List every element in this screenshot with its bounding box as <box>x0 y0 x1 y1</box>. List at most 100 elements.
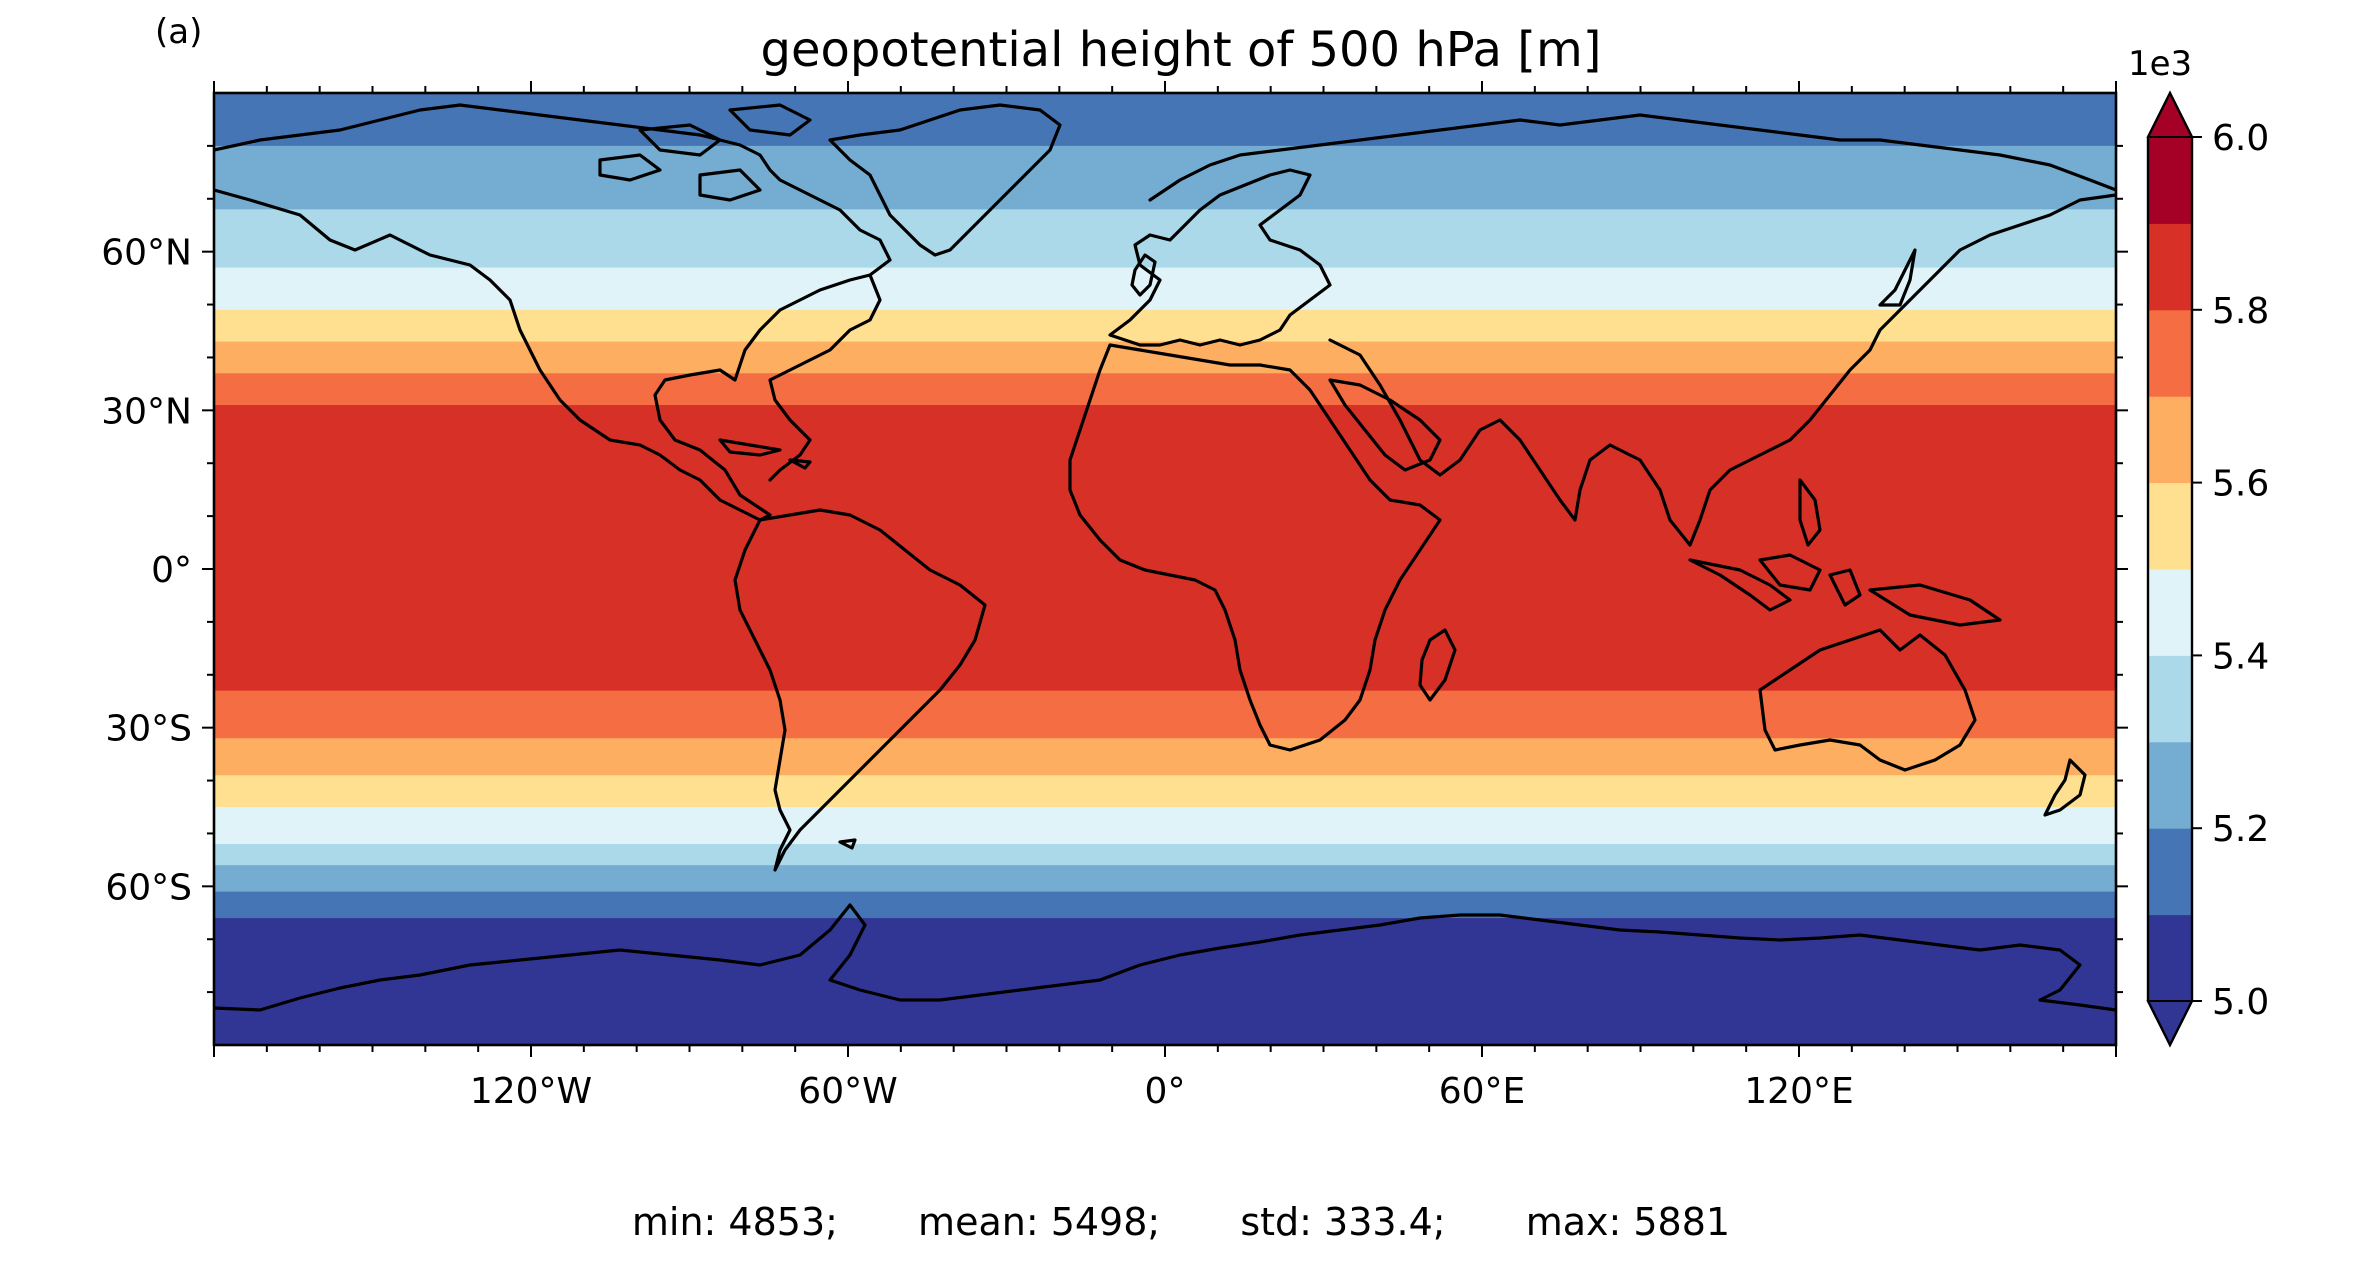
lat-tick-label: 30°N <box>101 391 192 432</box>
coast-asia <box>1328 193 2116 547</box>
lon-tick-label: 120°E <box>1744 1071 1853 1112</box>
height-field <box>214 93 2116 1045</box>
field-band <box>214 558 2116 565</box>
field-band <box>214 304 2116 311</box>
field-band <box>214 167 2116 173</box>
field-band <box>214 140 2116 147</box>
field-band <box>214 114 2116 121</box>
coast-eurasia-north <box>1148 113 2116 202</box>
field-band <box>214 812 2116 819</box>
field-band <box>214 389 2116 396</box>
field-band <box>214 743 2116 750</box>
field-band <box>214 357 2116 364</box>
field-band <box>214 1034 2116 1041</box>
field-band <box>214 547 2116 554</box>
field-band <box>214 405 2116 411</box>
field-band <box>214 701 2116 708</box>
field-band <box>214 680 2116 686</box>
field-band <box>214 457 2116 464</box>
field-band <box>214 505 2116 512</box>
field-band <box>214 584 2116 591</box>
field-band <box>214 373 2116 380</box>
field-band <box>214 865 2116 872</box>
field-band <box>214 1002 2116 1009</box>
field-band <box>214 838 2116 845</box>
field-band <box>214 479 2116 485</box>
field-band <box>214 844 2116 850</box>
field-band <box>214 309 2116 316</box>
stats-line: min: 4853; mean: 5498; std: 333.4; max: … <box>0 1200 2362 1244</box>
field-band <box>214 394 2116 401</box>
lon-tick-label: 60°E <box>1439 1071 1526 1112</box>
field-band <box>214 563 2116 570</box>
field-band <box>214 695 2116 702</box>
field-band <box>214 939 2116 946</box>
field-band <box>214 949 2116 956</box>
field-band <box>214 992 2116 998</box>
field-band <box>214 854 2116 861</box>
field-band <box>214 754 2116 760</box>
coastlines <box>214 103 2116 1012</box>
field-band <box>214 315 2116 322</box>
field-band <box>214 891 2116 898</box>
field-band <box>214 727 2116 734</box>
colorbar-segment <box>2148 223 2192 311</box>
field-band <box>214 241 2116 247</box>
field-band <box>214 970 2116 977</box>
field-band <box>214 643 2116 649</box>
coast-japan <box>1878 248 1917 307</box>
lat-tick-label: 60°S <box>105 867 192 908</box>
field-band <box>214 764 2116 771</box>
field-band <box>214 442 2116 448</box>
field-band <box>214 997 2116 1004</box>
field-band <box>214 431 2116 438</box>
field-band <box>214 447 2116 454</box>
field-band <box>214 859 2116 866</box>
field-band <box>214 336 2116 343</box>
colorbar-segment <box>2148 569 2192 656</box>
stat-mean: mean: 5498; <box>918 1200 1161 1244</box>
field-band <box>214 1039 2116 1045</box>
colorbar-extend-min <box>2146 1000 2194 1048</box>
field-band <box>214 93 2116 99</box>
field-band <box>214 648 2116 655</box>
coast-africa <box>1068 343 1442 752</box>
field-band <box>214 193 2116 200</box>
field-band <box>214 759 2116 766</box>
field-band <box>214 706 2116 713</box>
field-band <box>214 732 2116 739</box>
field-band <box>214 526 2116 533</box>
field-band <box>214 246 2116 253</box>
field-band <box>214 886 2116 893</box>
field-band <box>214 637 2116 644</box>
field-band <box>214 436 2116 443</box>
field-band <box>214 410 2116 417</box>
field-band <box>214 944 2116 951</box>
field-band <box>214 135 2116 142</box>
field-band <box>214 500 2116 507</box>
field-band <box>214 664 2116 671</box>
field-band <box>214 272 2116 279</box>
field-band <box>214 130 2116 136</box>
field-band <box>214 579 2116 586</box>
field-band <box>214 537 2116 544</box>
field-band <box>214 918 2116 924</box>
field-band <box>214 251 2116 258</box>
field-band <box>214 912 2116 919</box>
field-band <box>214 595 2116 602</box>
stat-min: min: 4853; <box>631 1200 838 1244</box>
coast-new-zealand <box>2043 758 2087 817</box>
colorbar-tick-label: 5.8 <box>2212 291 2269 332</box>
field-band <box>214 383 2116 390</box>
field-band <box>214 531 2116 538</box>
colorbar-exponent: 1e3 <box>2128 44 2193 84</box>
colorbar-tick-label: 5.6 <box>2212 464 2269 505</box>
field-band <box>214 463 2116 470</box>
field-band <box>214 600 2116 607</box>
coast-europe <box>1108 168 1332 347</box>
field-band <box>214 426 2116 433</box>
field-band <box>214 214 2116 221</box>
field-band <box>214 262 2116 269</box>
field-band <box>214 98 2116 105</box>
field-band <box>214 569 2116 575</box>
